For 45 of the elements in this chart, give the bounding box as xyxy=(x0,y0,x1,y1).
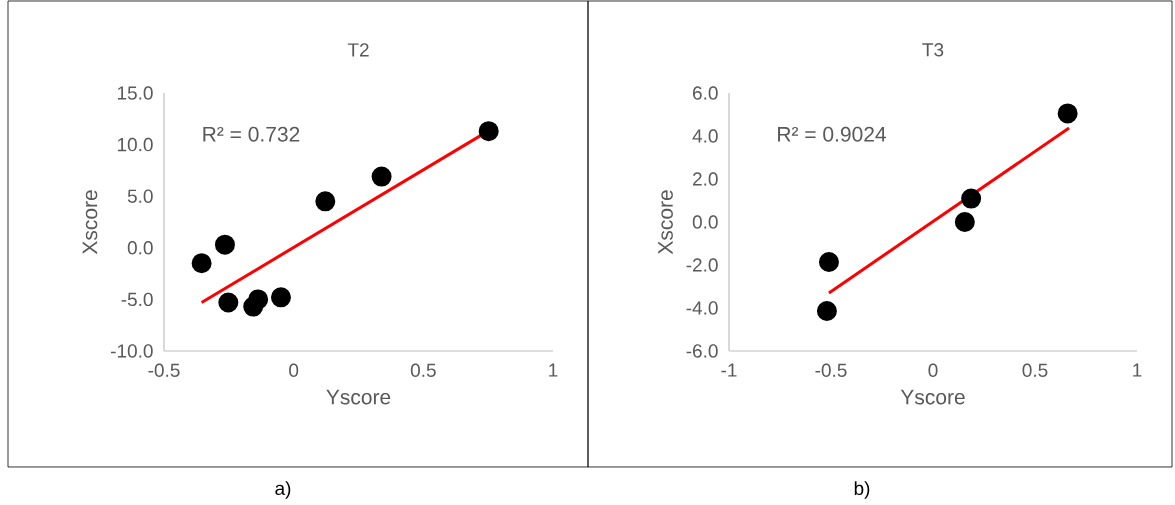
y-tick-label: -4.0 xyxy=(686,301,718,315)
point xyxy=(218,292,239,313)
y-tick-label: 0.0 xyxy=(127,241,153,255)
x-tick-label: 1 xyxy=(549,363,558,377)
point xyxy=(816,301,837,321)
point xyxy=(315,191,336,212)
y-tick-label: 6.0 xyxy=(693,86,718,100)
y-tick-label: 0.0 xyxy=(692,215,718,229)
x-tick-label: 0 xyxy=(928,363,938,377)
x-tick-label: -1 xyxy=(721,363,737,377)
y-tick-label: -6.0 xyxy=(686,344,718,358)
x-tick-label: -0.5 xyxy=(148,363,180,377)
y-tick-label: 4.0 xyxy=(692,129,718,143)
annotation: R² = 0.732 xyxy=(203,126,300,142)
x-tick-label: 0 xyxy=(289,363,299,377)
chart-title: T2 xyxy=(347,43,369,57)
point xyxy=(270,287,291,308)
point xyxy=(191,253,212,274)
x-tick-label: 0.5 xyxy=(410,363,436,377)
point xyxy=(248,289,269,310)
x-tick-label: -0.5 xyxy=(815,363,847,377)
point xyxy=(818,251,839,272)
point xyxy=(371,166,392,187)
y-tick-label: -5.0 xyxy=(121,292,153,307)
text: a) xyxy=(275,481,291,499)
point xyxy=(961,188,982,209)
y-tick-label: -10.0 xyxy=(111,344,153,358)
text: b) xyxy=(854,481,870,499)
x-axis-title: Yscore xyxy=(326,389,391,405)
annotation: R² = 0.9024 xyxy=(778,126,887,142)
y-tick-label: 2.0 xyxy=(693,172,718,186)
y-tick-label: 5.0 xyxy=(127,189,153,203)
y-axis-title: Xscore xyxy=(82,190,98,255)
y-tick-label: -2.0 xyxy=(686,258,718,272)
point xyxy=(954,211,975,232)
point xyxy=(214,234,235,255)
x-axis-title: Yscore xyxy=(900,389,965,405)
y-axis-title: Xscore xyxy=(658,190,673,255)
chart-title: T3 xyxy=(922,43,944,57)
y-tick-label: 10.0 xyxy=(117,137,153,152)
y-tick-label: 15.0 xyxy=(117,86,153,100)
point xyxy=(478,121,499,142)
x-tick-label: 0.5 xyxy=(1022,363,1048,377)
point xyxy=(1057,103,1078,124)
x-tick-label: 1 xyxy=(1133,363,1142,377)
